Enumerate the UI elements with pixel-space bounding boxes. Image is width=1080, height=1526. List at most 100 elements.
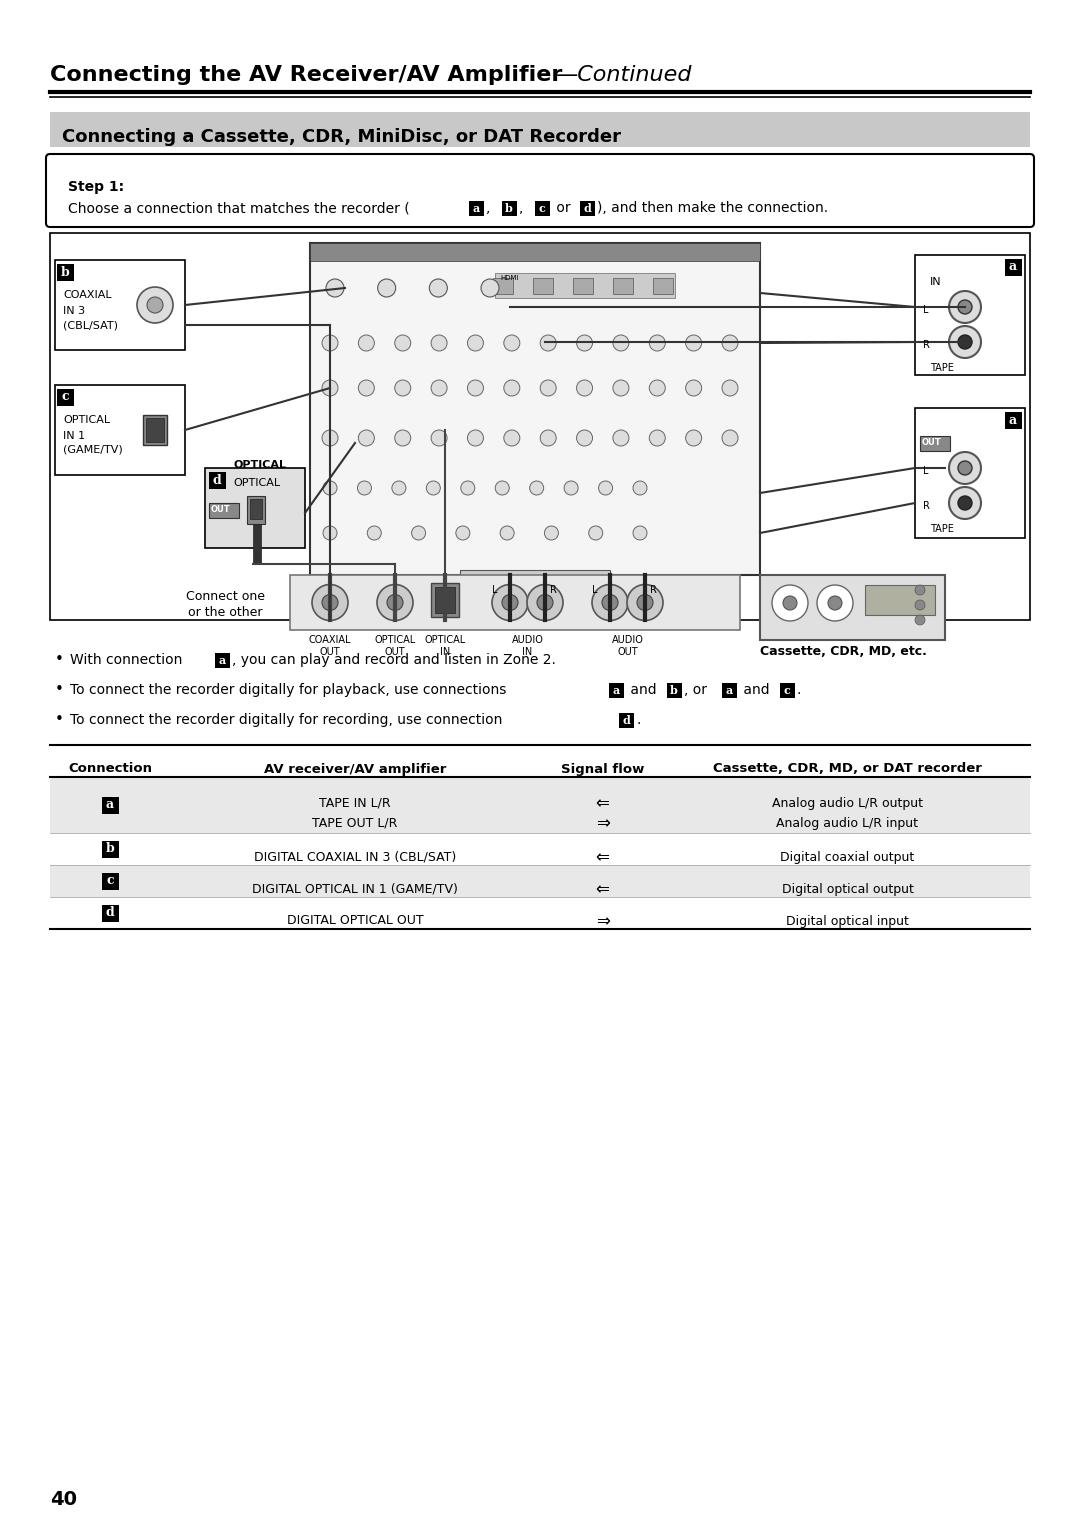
Circle shape (828, 597, 842, 610)
Text: DIGITAL COAXIAL IN 3 (CBL/SAT): DIGITAL COAXIAL IN 3 (CBL/SAT) (254, 850, 456, 864)
Bar (495, 273, 675, 298)
Text: R: R (550, 584, 557, 595)
Circle shape (378, 279, 395, 298)
Bar (310, 243, 760, 575)
Text: DIGITAL OPTICAL IN 1 (GAME/TV): DIGITAL OPTICAL IN 1 (GAME/TV) (252, 882, 458, 896)
Circle shape (633, 526, 647, 540)
Circle shape (637, 595, 653, 610)
Circle shape (500, 526, 514, 540)
Circle shape (772, 584, 808, 621)
Circle shape (649, 336, 665, 351)
Text: IN 3: IN 3 (63, 307, 85, 316)
Circle shape (958, 496, 972, 510)
Circle shape (367, 526, 381, 540)
Circle shape (359, 336, 375, 351)
Text: d: d (213, 473, 221, 487)
Text: Connection: Connection (68, 763, 152, 775)
Text: •: • (55, 682, 64, 697)
Text: •: • (55, 713, 64, 728)
Text: L: L (923, 305, 929, 314)
Circle shape (564, 481, 578, 494)
Circle shape (540, 430, 556, 446)
Circle shape (949, 291, 981, 324)
Circle shape (147, 298, 163, 313)
Text: Analog audio L/R output: Analog audio L/R output (772, 797, 923, 809)
Text: TAPE OUT L/R: TAPE OUT L/R (312, 816, 397, 830)
Bar (146, 418, 164, 443)
Circle shape (949, 452, 981, 484)
Text: Digital coaxial output: Digital coaxial output (781, 850, 915, 864)
Circle shape (322, 336, 338, 351)
Circle shape (723, 336, 738, 351)
Text: Connecting a Cassette, CDR, MiniDisc, or DAT Recorder: Connecting a Cassette, CDR, MiniDisc, or… (62, 128, 621, 146)
Circle shape (633, 481, 647, 494)
Bar (920, 436, 950, 452)
Circle shape (394, 380, 410, 397)
Bar (1004, 258, 1022, 276)
Text: COAXIAL: COAXIAL (63, 290, 111, 301)
Circle shape (411, 526, 426, 540)
Circle shape (456, 526, 470, 540)
Bar (865, 584, 935, 615)
Text: and: and (739, 684, 774, 697)
Circle shape (137, 287, 173, 324)
Circle shape (322, 380, 338, 397)
Text: b: b (505, 203, 513, 214)
Text: a: a (612, 685, 620, 696)
Circle shape (431, 430, 447, 446)
Text: ⇐: ⇐ (595, 881, 609, 897)
Circle shape (589, 526, 603, 540)
Text: a: a (472, 203, 480, 214)
Circle shape (323, 526, 337, 540)
Circle shape (468, 336, 484, 351)
Circle shape (502, 595, 518, 610)
Circle shape (468, 380, 484, 397)
Circle shape (613, 430, 629, 446)
Circle shape (592, 584, 627, 621)
Circle shape (544, 526, 558, 540)
Text: L: L (923, 465, 929, 476)
Circle shape (430, 279, 447, 298)
Circle shape (394, 336, 410, 351)
Text: •: • (55, 653, 64, 667)
Circle shape (577, 380, 593, 397)
Bar (492, 278, 513, 295)
Circle shape (816, 584, 853, 621)
Bar (534, 278, 553, 295)
Text: HDMI: HDMI (500, 275, 518, 281)
Text: IN: IN (930, 278, 942, 287)
Bar (291, 575, 740, 630)
Text: ⇐: ⇐ (595, 794, 609, 812)
Text: Step 1:: Step 1: (68, 180, 124, 194)
Text: .: . (797, 684, 801, 697)
Circle shape (527, 584, 563, 621)
Bar (247, 496, 265, 523)
Circle shape (686, 336, 702, 351)
Circle shape (540, 336, 556, 351)
Circle shape (686, 430, 702, 446)
Circle shape (958, 301, 972, 314)
Circle shape (613, 336, 629, 351)
Text: a: a (218, 655, 226, 665)
Text: TAPE: TAPE (930, 523, 954, 534)
Text: OUT: OUT (922, 438, 942, 447)
Text: or: or (552, 201, 570, 215)
Circle shape (496, 481, 510, 494)
Text: TAPE IN L/R: TAPE IN L/R (320, 797, 391, 809)
Bar (535, 200, 550, 215)
Circle shape (503, 336, 519, 351)
Circle shape (949, 487, 981, 519)
Bar (619, 713, 634, 728)
Bar (580, 200, 594, 215)
Circle shape (958, 461, 972, 475)
Circle shape (915, 584, 924, 595)
Text: c: c (106, 874, 113, 888)
Text: d: d (622, 714, 630, 725)
Text: With connection: With connection (70, 653, 187, 667)
Circle shape (949, 327, 981, 359)
Text: Cassette, CDR, MD, or DAT recorder: Cassette, CDR, MD, or DAT recorder (713, 763, 982, 775)
Circle shape (577, 430, 593, 446)
Bar (102, 841, 119, 858)
Circle shape (461, 481, 475, 494)
Circle shape (783, 597, 797, 610)
